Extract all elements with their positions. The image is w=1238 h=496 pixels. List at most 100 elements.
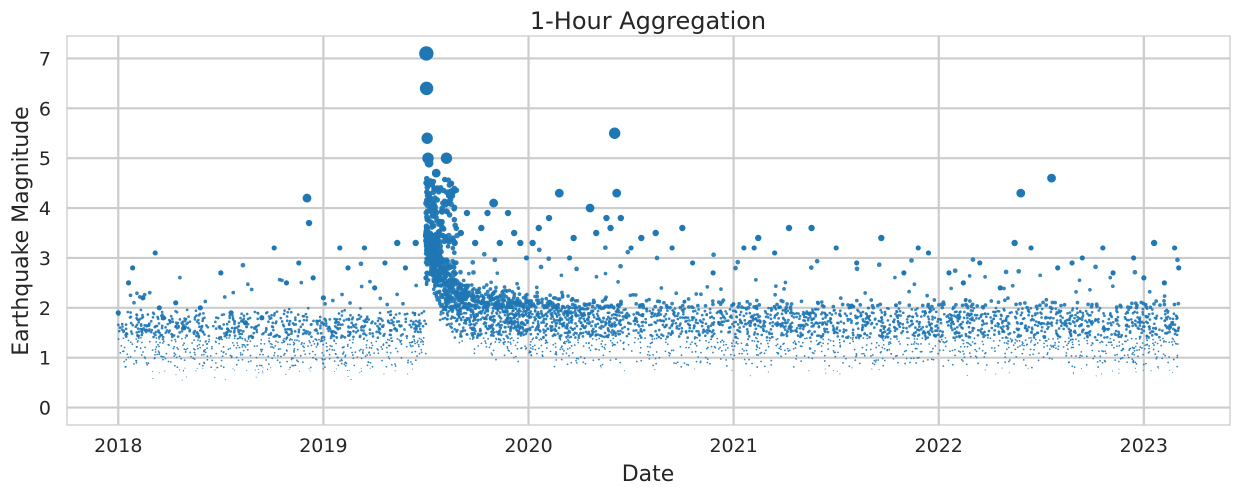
background-data-point	[504, 294, 509, 299]
background-data-point	[1053, 344, 1056, 347]
background-data-point	[809, 315, 812, 319]
background-data-point	[226, 327, 230, 331]
background-data-point	[536, 325, 539, 328]
background-data-point	[211, 359, 214, 362]
background-data-point	[702, 328, 705, 332]
background-data-point	[484, 283, 489, 287]
background-data-point	[1009, 337, 1012, 340]
background-data-point	[579, 307, 582, 311]
background-data-point	[280, 355, 282, 358]
background-data-point	[222, 295, 227, 299]
background-data-point	[776, 343, 779, 346]
background-data-point	[296, 334, 300, 338]
background-data-point	[270, 313, 273, 317]
background-data-point	[731, 309, 735, 313]
background-data-point	[968, 352, 971, 354]
background-data-point	[1064, 340, 1067, 343]
background-data-point	[732, 349, 735, 351]
background-data-point	[518, 307, 521, 311]
background-data-point	[1175, 333, 1179, 337]
background-data-point	[459, 332, 462, 336]
background-data-point	[1127, 308, 1130, 312]
background-data-point	[1141, 307, 1145, 311]
background-data-point	[1021, 344, 1024, 346]
background-data-point	[638, 324, 641, 328]
background-data-point	[992, 317, 996, 321]
background-data-point	[339, 360, 341, 362]
background-data-point	[348, 332, 352, 336]
background-data-point	[620, 311, 624, 314]
background-data-point	[749, 315, 753, 319]
background-data-point	[1065, 354, 1068, 357]
background-data-point	[242, 314, 246, 318]
background-data-point	[400, 357, 403, 359]
background-data-point	[1040, 316, 1043, 319]
background-data-point	[811, 357, 814, 360]
background-data-point	[517, 311, 520, 315]
background-data-point	[1072, 346, 1075, 349]
background-data-point	[162, 356, 165, 358]
background-data-point	[458, 269, 463, 275]
background-data-point	[1084, 319, 1087, 323]
background-data-point	[563, 331, 567, 335]
background-data-point	[1165, 340, 1167, 343]
background-data-point	[1176, 301, 1181, 306]
background-data-point	[215, 337, 218, 339]
background-data-point	[353, 364, 356, 367]
background-data-point	[615, 358, 617, 361]
background-data-point	[1168, 356, 1170, 358]
background-data-point	[489, 343, 492, 346]
background-data-point	[634, 302, 639, 306]
background-data-point	[887, 343, 890, 346]
background-data-point	[668, 354, 671, 357]
background-data-point	[533, 308, 537, 312]
background-data-point	[612, 316, 616, 320]
background-data-point	[639, 351, 642, 354]
background-data-point	[194, 353, 197, 356]
background-data-point	[233, 326, 237, 330]
background-data-point	[1075, 355, 1077, 357]
background-data-point	[1030, 314, 1034, 318]
background-data-point	[754, 278, 758, 282]
background-data-point	[490, 311, 494, 315]
background-data-point	[1135, 337, 1137, 340]
background-data-point	[145, 362, 148, 364]
background-data-point	[340, 358, 343, 361]
background-data-point	[137, 321, 141, 324]
background-data-point	[491, 353, 494, 356]
background-data-point	[507, 320, 510, 323]
background-data-point	[493, 306, 497, 310]
background-data-point	[667, 317, 671, 321]
background-data-point	[862, 352, 865, 355]
background-data-point	[708, 311, 712, 315]
background-data-point	[1033, 348, 1035, 351]
background-data-point	[812, 352, 815, 355]
background-data-point	[1094, 302, 1099, 307]
background-data-point	[201, 330, 205, 334]
background-data-point	[969, 355, 972, 358]
background-data-point	[370, 341, 373, 344]
background-data-point	[456, 304, 461, 309]
background-data-point	[693, 325, 696, 328]
background-data-point	[765, 336, 769, 339]
background-data-point	[1124, 317, 1127, 321]
background-data-point	[117, 338, 120, 340]
background-data-point	[292, 343, 295, 346]
background-data-point	[368, 279, 372, 284]
background-data-point	[366, 364, 369, 367]
background-data-point	[949, 286, 954, 291]
background-data-point	[410, 341, 413, 344]
background-data-point	[1089, 313, 1092, 317]
background-data-point	[921, 325, 925, 329]
background-data-point	[1176, 365, 1179, 368]
background-data-point	[760, 333, 764, 337]
background-data-point	[591, 309, 595, 312]
background-data-point	[983, 275, 987, 279]
background-data-point	[1176, 356, 1179, 359]
background-data-point	[247, 335, 251, 338]
background-data-point	[413, 312, 417, 315]
background-data-point	[495, 330, 498, 334]
background-data-point	[520, 347, 522, 350]
background-data-point	[677, 312, 680, 315]
background-data-point	[921, 337, 924, 340]
